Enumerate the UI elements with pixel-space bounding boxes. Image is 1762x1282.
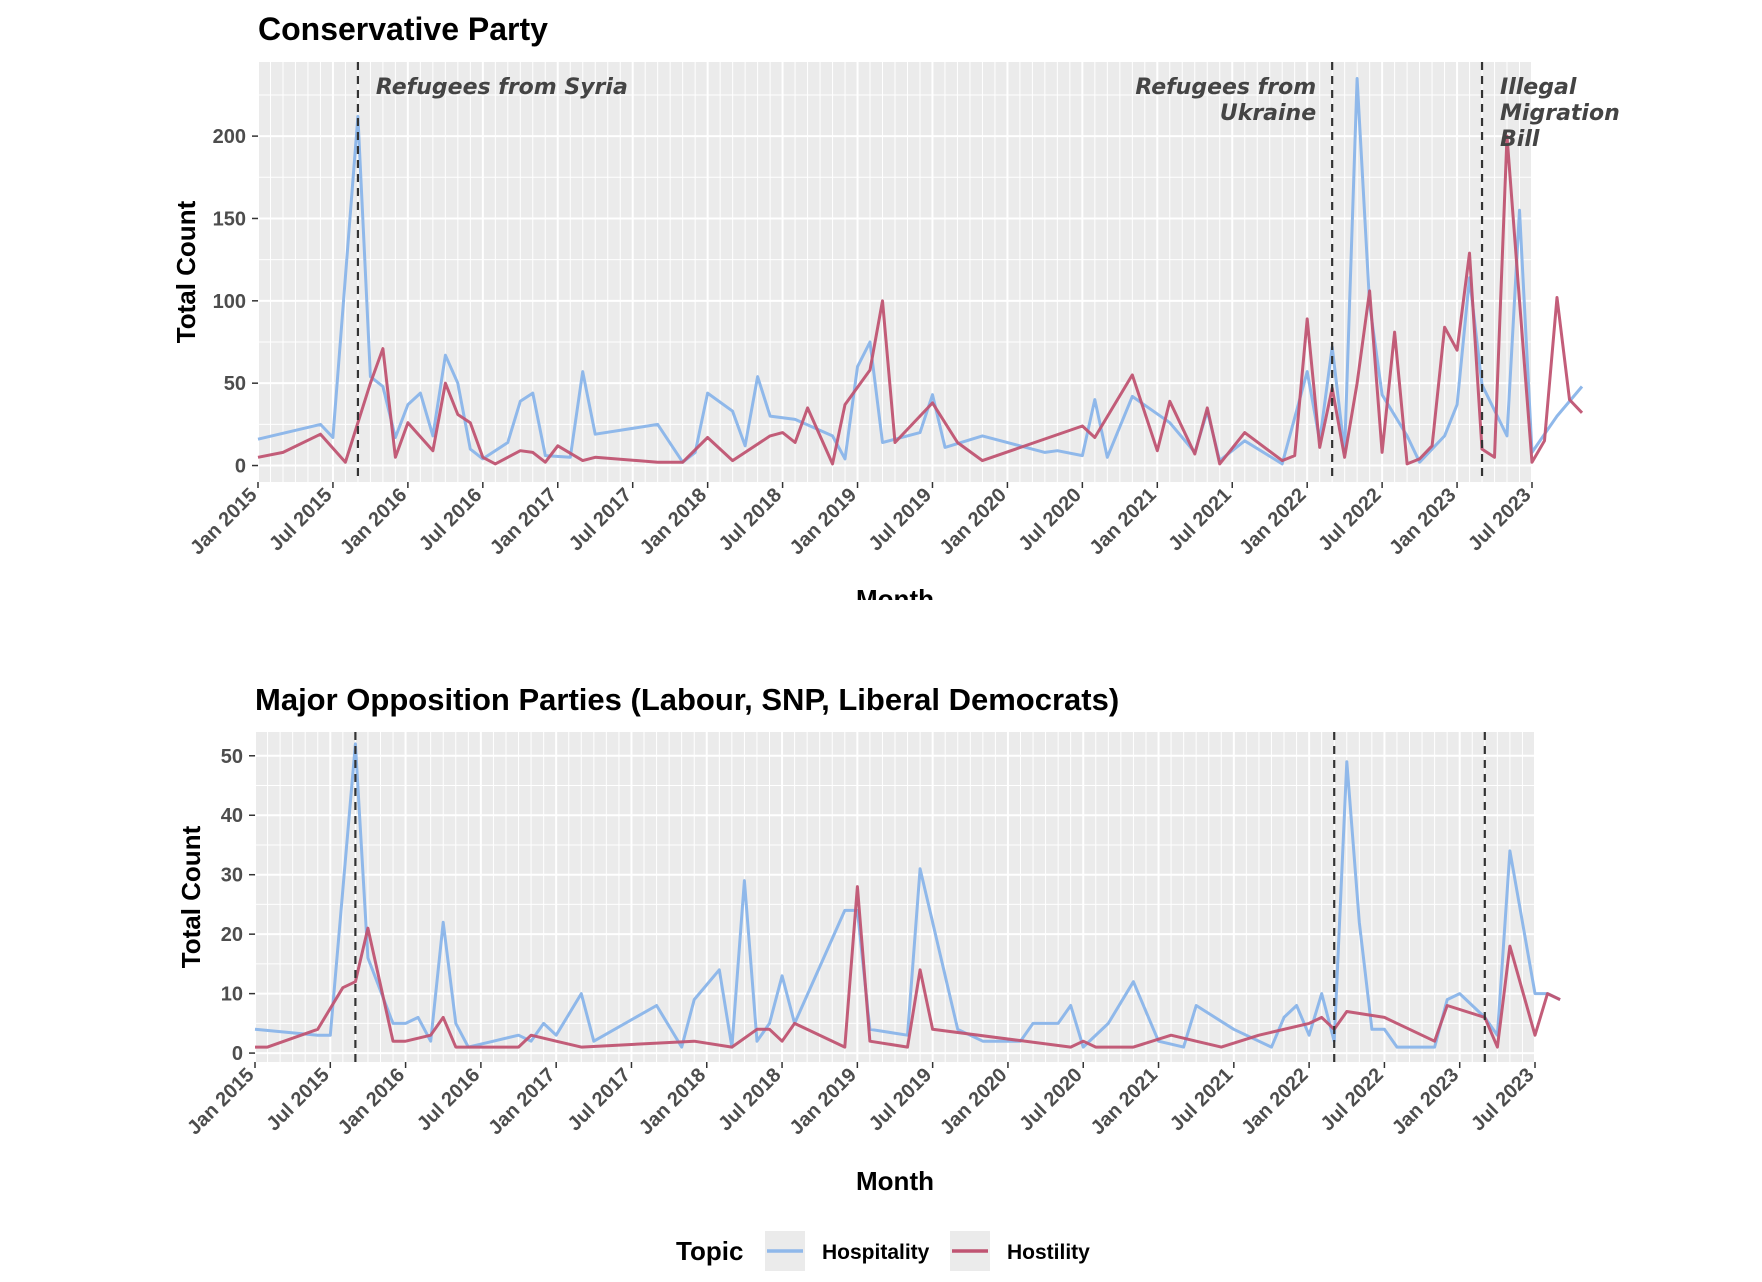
x-tick-label: Jan 2020	[936, 1064, 1011, 1139]
y-tick-label: 10	[221, 984, 243, 1006]
y-tick-label: 50	[224, 373, 246, 395]
y-tick-label: 40	[221, 805, 243, 827]
x-axis-title: Month	[856, 584, 934, 600]
grid-vertical	[254, 732, 1536, 1062]
x-tick-label: Jul 2023	[1464, 484, 1535, 555]
legend-title: Topic	[676, 1236, 743, 1266]
x-tick-label: Jul 2019	[865, 484, 936, 555]
x-tick-label: Jul 2016	[415, 484, 486, 555]
series-line-hostility	[257, 134, 1584, 466]
x-tick-label: Jan 2020	[936, 484, 1011, 559]
series-line-hostility	[255, 885, 1561, 1049]
y-tick-label: 0	[232, 1043, 243, 1065]
legend-label-hostility: Hostility	[1007, 1241, 1090, 1264]
y-tick-label: 150	[213, 208, 246, 230]
x-tick-label: Jul 2022	[1317, 1064, 1388, 1135]
event-annotation: Illegal	[1500, 75, 1577, 100]
x-tick-label: Jul 2016	[413, 1064, 484, 1135]
x-tick-label: Jul 2022	[1314, 484, 1385, 555]
x-tick-label: Jan 2018	[635, 1064, 710, 1139]
x-tick-label: Jan 2022	[1237, 1064, 1312, 1139]
y-tick-label: 50	[221, 746, 243, 768]
x-tick-label: Jan 2023	[1388, 1064, 1463, 1139]
chart-title: Conservative Party	[258, 11, 548, 47]
x-tick-label: Jul 2020	[1015, 484, 1086, 555]
x-tick-label: Jan 2019	[786, 484, 861, 559]
x-tick-label: Jan 2018	[636, 484, 711, 559]
x-tick-label: Jul 2018	[714, 1064, 785, 1135]
x-tick-label: Jul 2021	[1166, 1064, 1237, 1135]
x-tick-label: Jan 2021	[1087, 1064, 1162, 1139]
x-axis-title: Month	[856, 1166, 934, 1196]
x-tick-label: Jul 2018	[715, 484, 786, 555]
event-annotation: Bill	[1500, 127, 1540, 152]
x-tick-label: Jul 2017	[565, 484, 636, 555]
grid-horizontal	[258, 94, 1532, 467]
x-tick-label: Jan 2021	[1086, 484, 1161, 559]
y-axis-title: Total Count	[176, 825, 206, 968]
x-tick-label: Jan 2015	[186, 484, 261, 559]
x-tick-label: Jan 2023	[1385, 484, 1460, 559]
x-tick-label: Jul 2020	[1015, 1064, 1086, 1135]
x-tick-label: Jan 2015	[183, 1064, 258, 1139]
x-tick-label: Jul 2017	[564, 1064, 635, 1135]
conservative-chart-panel: Conservative Party 0 50 100 150 200 Jan 2015 Ju…	[0, 0, 1762, 600]
legend-label-hospitality: Hospitality	[822, 1241, 930, 1264]
legend: Topic Hospitality Hostility	[0, 1226, 1762, 1276]
event-annotation: Refugees from Syria	[376, 75, 628, 100]
y-tick-label: 100	[213, 291, 246, 313]
opposition-chart-panel: Major Opposition Parties (Labour, SNP, L…	[0, 670, 1762, 1200]
event-annotation: Migration	[1500, 101, 1620, 126]
event-annotation: Ukraine	[1220, 101, 1316, 126]
x-tick-label: Jul 2015	[262, 1064, 333, 1135]
x-tick-label: Jul 2021	[1164, 484, 1235, 555]
x-tick-label: Jul 2019	[865, 1064, 936, 1135]
y-tick-label: 200	[213, 126, 246, 148]
x-tick-label: Jul 2015	[265, 484, 336, 555]
x-tick-label: Jan 2016	[334, 1064, 409, 1139]
y-tick-label: 30	[221, 865, 243, 887]
y-axis-title: Total Count	[171, 200, 201, 343]
x-tick-label: Jan 2016	[336, 484, 411, 559]
chart-title: Major Opposition Parties (Labour, SNP, L…	[255, 682, 1119, 717]
grid-horizontal	[255, 754, 1535, 1055]
x-tick-label: Jan 2017	[484, 1064, 559, 1139]
y-tick-label: 20	[221, 924, 243, 946]
opposition-chart: Major Opposition Parties (Labour, SNP, L…	[176, 682, 1561, 1196]
y-tick-label: 0	[235, 456, 246, 478]
x-tick-label: Jul 2023	[1467, 1064, 1538, 1135]
event-annotation: Refugees from	[1135, 75, 1316, 100]
x-tick-label: Jan 2017	[486, 484, 561, 559]
x-tick-label: Jan 2019	[786, 1064, 861, 1139]
x-tick-label: Jan 2022	[1235, 484, 1310, 559]
